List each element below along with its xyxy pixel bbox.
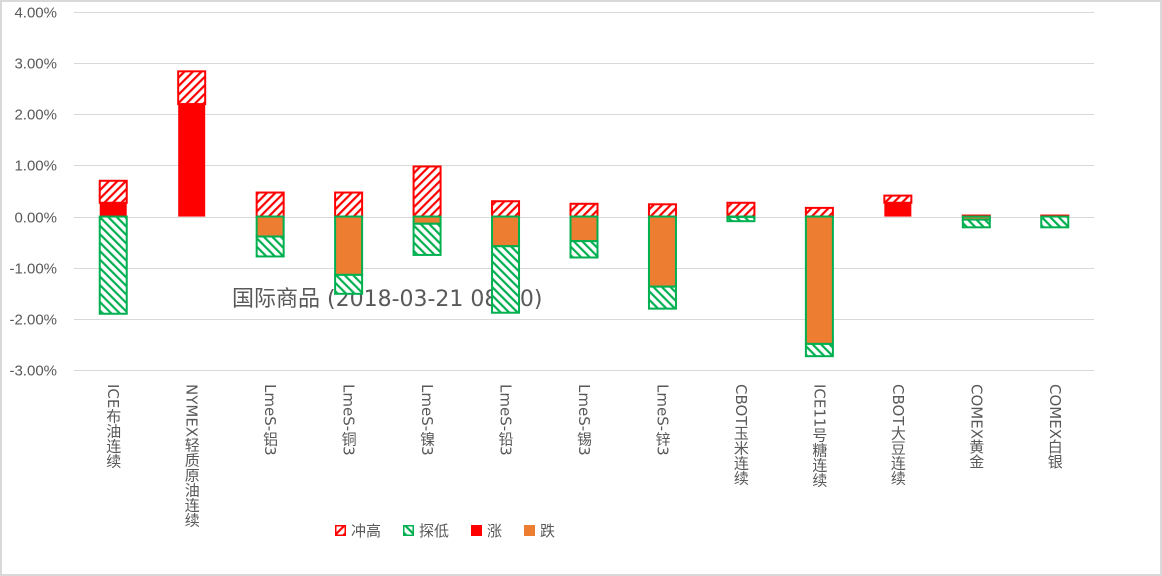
legend-label-high: 冲高 <box>351 522 382 540</box>
legend-label-low: 探低 <box>419 522 450 540</box>
legend-swatch-high <box>335 525 346 536</box>
bar-high <box>883 194 913 204</box>
bar-low <box>569 240 599 259</box>
legend-item-fall: 跌 <box>524 520 555 541</box>
x-tick-label: ICE11号糖连续 <box>810 384 829 488</box>
bar-low <box>412 222 442 256</box>
y-tick-label: -2.00% <box>9 312 57 329</box>
x-tick-label: LmeS-镍3 <box>418 384 437 456</box>
bar-fall <box>569 215 599 243</box>
x-tick-label: LmeS-铜3 <box>339 384 358 456</box>
legend-label-rise: 涨 <box>487 522 503 540</box>
y-tick-label: -1.00% <box>9 261 57 278</box>
x-tick-label: COMEX白银 <box>1045 384 1064 469</box>
x-tick-label: LmeS-锌3 <box>653 384 672 456</box>
bar-fall <box>647 215 677 288</box>
legend-swatch-fall <box>524 525 536 536</box>
bar-low <box>255 235 285 258</box>
y-tick-label: 3.00% <box>14 56 57 73</box>
x-tick-label: LmeS-铝3 <box>261 384 280 456</box>
bar-rise <box>99 202 127 217</box>
bar-fall <box>412 215 442 225</box>
bar-high <box>491 200 521 218</box>
bar-low <box>804 342 834 358</box>
bar-low <box>491 245 521 314</box>
x-tick-label: NYMEX轻质原油连续 <box>182 384 201 528</box>
bar-low <box>98 215 128 315</box>
chart-annotation: 国际商品 (2018-03-21 08:40) <box>232 287 542 312</box>
y-tick-label: 2.00% <box>14 107 57 124</box>
legend-item-low: 探低 <box>403 520 449 541</box>
legend: 冲高 探低 涨 跌 <box>335 520 577 541</box>
y-tick-label: -3.00% <box>9 363 57 380</box>
bar-high <box>412 165 442 218</box>
x-tick-label: LmeS-铅3 <box>496 384 515 456</box>
legend-swatch-rise <box>471 525 483 536</box>
bar-low <box>647 285 677 310</box>
y-tick-label: 4.00% <box>14 5 57 22</box>
bar-rise <box>178 104 206 217</box>
x-tick-label: ICE布油连续 <box>104 384 123 469</box>
y-tick-label: 0.00% <box>14 210 57 227</box>
bar-high <box>177 70 207 106</box>
bar-low <box>961 218 991 229</box>
bar-low <box>334 273 364 295</box>
bar-high <box>334 191 364 218</box>
bar-high <box>255 191 285 218</box>
bar-low <box>726 216 756 223</box>
x-tick-label: CBOT大豆连续 <box>888 384 907 486</box>
legend-label-fall: 跌 <box>540 522 556 540</box>
gridlines <box>74 12 1094 371</box>
bar-fall <box>804 215 834 345</box>
y-tick-label: 1.00% <box>14 158 57 175</box>
legend-swatch-low <box>403 525 415 536</box>
bar-fall <box>334 215 364 276</box>
legend-item-high: 冲高 <box>335 520 381 541</box>
y-axis: 4.00% 3.00% 2.00% 1.00% 0.00% -1.00% -2.00% -3.… <box>9 5 57 380</box>
bars <box>98 70 1070 358</box>
bar-high <box>647 203 677 218</box>
bar-high <box>569 202 599 218</box>
bar-fall <box>491 215 521 248</box>
bar-high <box>726 201 756 218</box>
legend-item-rise: 涨 <box>471 520 502 541</box>
x-tick-label: COMEX黄金 <box>967 384 986 469</box>
bar-high <box>804 206 834 218</box>
bar-fall <box>255 215 285 238</box>
x-tick-label: LmeS-锡3 <box>575 384 593 456</box>
bar-rise <box>884 202 912 217</box>
bar-low <box>1040 215 1070 229</box>
x-tick-label: CBOT玉米连续 <box>731 384 750 486</box>
bar-high <box>98 179 128 204</box>
